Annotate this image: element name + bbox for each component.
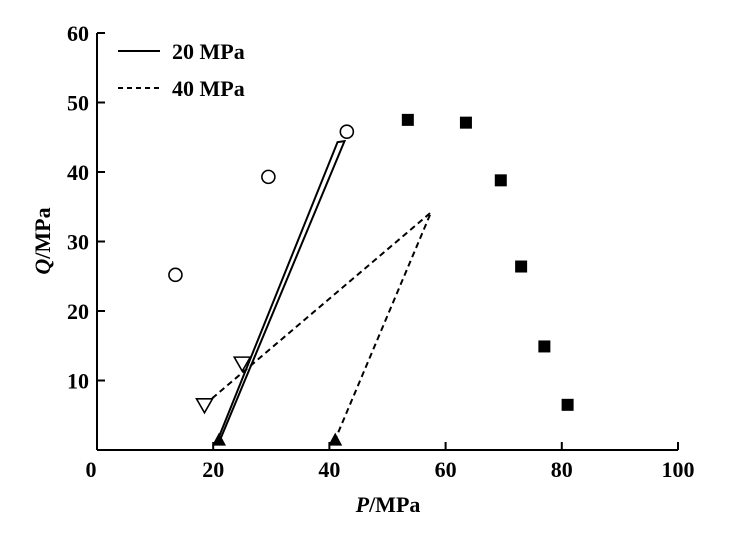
marker-filled-square	[515, 260, 528, 273]
x-tick-label: 20	[202, 457, 224, 482]
x-axis-unit: /MPa	[368, 492, 420, 517]
marker-open-circle	[261, 169, 276, 185]
y-axis-unit: /MPa	[30, 207, 55, 259]
marker-filled-triangle-up	[212, 432, 227, 446]
marker-open-triangle-down	[232, 356, 252, 373]
y-tick-label: 20	[67, 299, 89, 324]
y-tick-label: 30	[67, 230, 89, 255]
marker-filled-triangle-up	[328, 432, 343, 446]
marker-filled-square	[401, 113, 414, 126]
marker-filled-square	[459, 116, 472, 129]
x-tick-label: 100	[662, 457, 695, 482]
series-line-40-mpa	[203, 211, 432, 440]
x-tick-label: 80	[551, 457, 573, 482]
x-axis-var: P	[355, 492, 370, 517]
marker-open-triangle-down	[195, 398, 214, 415]
marker-filled-square	[494, 174, 507, 187]
marker-filled-square	[561, 398, 574, 411]
legend-label-40mpa: 40 MPa	[172, 76, 245, 101]
x-tick-label: 60	[435, 457, 457, 482]
x-tick-label: 40	[318, 457, 340, 482]
y-tick-label: 60	[67, 21, 89, 46]
marker-filled-square	[538, 340, 551, 353]
y-axis-var: Q	[30, 259, 55, 275]
legend-label-20mpa: 20 MPa	[172, 39, 245, 64]
y-tick-label: 50	[67, 91, 89, 116]
x-ticks: 0 20 40 60 80 100	[86, 442, 695, 482]
y-tick-label: 40	[67, 160, 89, 185]
marker-open-circle	[339, 124, 355, 139]
series-line-20-mpa	[216, 139, 347, 440]
y-axis-title: Q/MPa	[30, 207, 55, 274]
marker-open-circle	[168, 267, 183, 283]
x-axis-title: P/MPa	[355, 492, 421, 517]
legend: 20 MPa 40 MPa	[118, 39, 245, 101]
x-tick-label: 0	[86, 457, 97, 482]
y-tick-label: 10	[67, 369, 89, 394]
y-ticks: 10 20 30 40 50 60	[67, 21, 105, 394]
plot-area	[168, 113, 574, 446]
